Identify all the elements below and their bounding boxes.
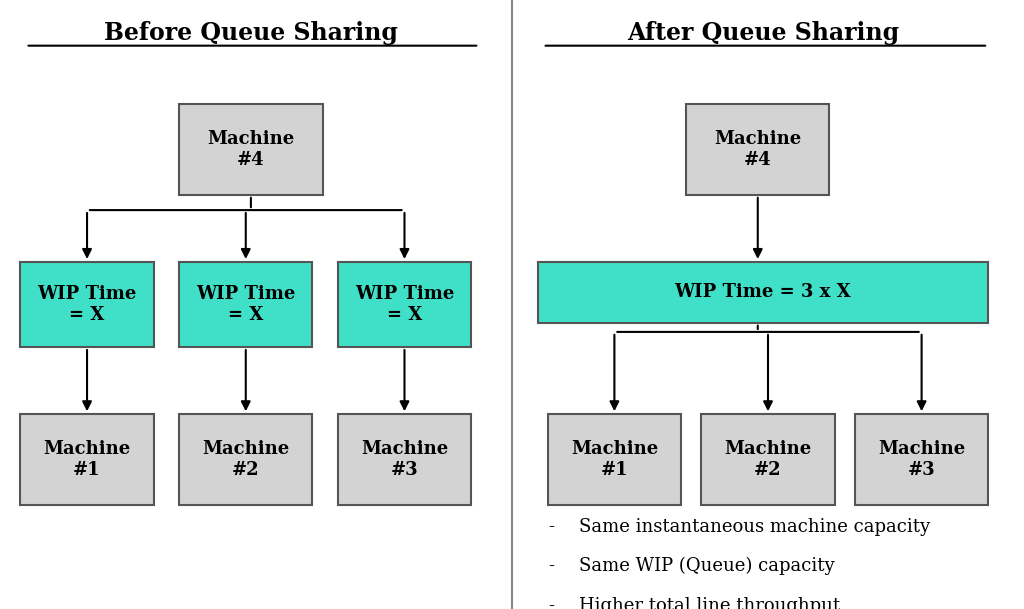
FancyBboxPatch shape bbox=[179, 104, 323, 195]
FancyBboxPatch shape bbox=[548, 414, 681, 505]
Text: After Queue Sharing: After Queue Sharing bbox=[627, 21, 899, 45]
FancyBboxPatch shape bbox=[338, 262, 471, 347]
Text: Machine
#4: Machine #4 bbox=[207, 130, 295, 169]
FancyBboxPatch shape bbox=[179, 262, 312, 347]
Text: Before Queue Sharing: Before Queue Sharing bbox=[104, 21, 397, 45]
Text: WIP Time = 3 x X: WIP Time = 3 x X bbox=[675, 283, 851, 301]
FancyBboxPatch shape bbox=[20, 414, 154, 505]
FancyBboxPatch shape bbox=[538, 262, 988, 323]
Text: Machine
#2: Machine #2 bbox=[202, 440, 290, 479]
Text: -: - bbox=[548, 557, 554, 576]
FancyBboxPatch shape bbox=[338, 414, 471, 505]
Text: Machine
#3: Machine #3 bbox=[360, 440, 449, 479]
Text: Machine
#4: Machine #4 bbox=[714, 130, 802, 169]
Text: -: - bbox=[548, 518, 554, 536]
FancyBboxPatch shape bbox=[686, 104, 829, 195]
Text: Machine
#2: Machine #2 bbox=[724, 440, 812, 479]
FancyBboxPatch shape bbox=[179, 414, 312, 505]
Text: WIP Time
= X: WIP Time = X bbox=[354, 285, 455, 324]
Text: WIP Time
= X: WIP Time = X bbox=[37, 285, 137, 324]
Text: Machine
#1: Machine #1 bbox=[43, 440, 131, 479]
Text: Higher total line throughput: Higher total line throughput bbox=[579, 597, 840, 609]
FancyBboxPatch shape bbox=[701, 414, 835, 505]
Text: Same instantaneous machine capacity: Same instantaneous machine capacity bbox=[579, 518, 930, 536]
Text: Machine
#3: Machine #3 bbox=[878, 440, 966, 479]
Text: -: - bbox=[548, 597, 554, 609]
FancyBboxPatch shape bbox=[20, 262, 154, 347]
FancyBboxPatch shape bbox=[855, 414, 988, 505]
Text: Machine
#1: Machine #1 bbox=[570, 440, 658, 479]
Text: WIP Time
= X: WIP Time = X bbox=[196, 285, 296, 324]
Text: Same WIP (Queue) capacity: Same WIP (Queue) capacity bbox=[579, 557, 835, 576]
